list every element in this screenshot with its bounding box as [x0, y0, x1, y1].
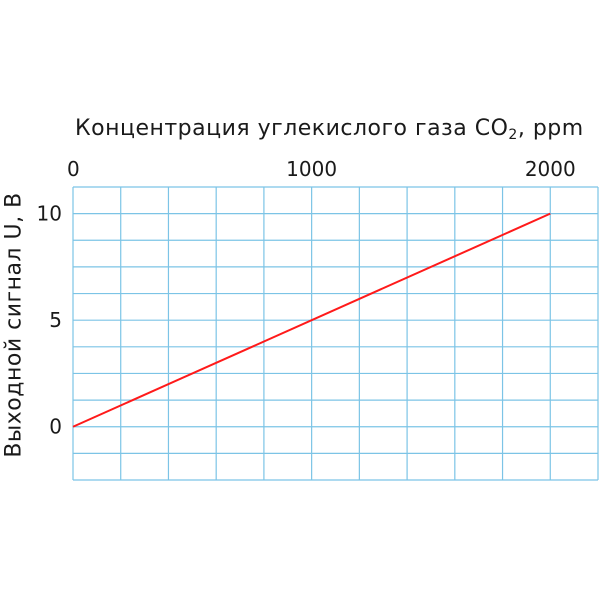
x-tick-label: 1000: [286, 157, 337, 181]
tick-labels: 0 1000 2000 0 5 10: [37, 157, 576, 439]
y-tick-label: 0: [49, 415, 62, 439]
grid: [72, 186, 599, 481]
y-tick-label: 10: [37, 202, 62, 226]
chart-title: Концентрация углекислого газа CO2, ppm: [75, 116, 584, 143]
title-suffix: , ppm: [517, 116, 584, 141]
x-tick-label: 2000: [525, 157, 576, 181]
series-line: [72, 212, 551, 428]
y-tick-label: 5: [49, 308, 62, 332]
x-tick-label: 0: [67, 157, 80, 181]
series-lines: [72, 212, 551, 428]
title-text: Концентрация углекислого газа CO: [75, 116, 509, 141]
title-subscript: 2: [508, 127, 518, 143]
